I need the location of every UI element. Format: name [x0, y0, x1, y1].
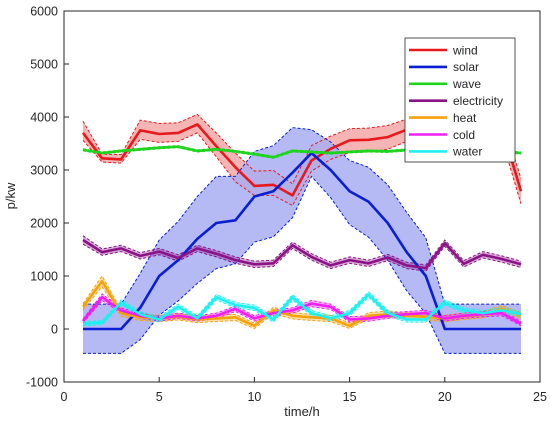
- legend-label-solar: solar: [453, 60, 479, 74]
- solar-line: [83, 151, 521, 331]
- legend-label-electricity: electricity: [453, 94, 503, 108]
- cold-lower-bound: [82, 299, 522, 327]
- plot-frame: [63, 10, 541, 383]
- electricity-band: [83, 235, 521, 272]
- x-axis-ticks: 0 5 10 15 20 25: [61, 377, 547, 404]
- y-tick-label: 1000: [30, 270, 58, 284]
- y-axis-label: p/kw: [3, 182, 18, 209]
- x-tick-label: 20: [438, 390, 452, 404]
- legend-label-heat: heat: [453, 111, 477, 125]
- y-tick-label: -1000: [26, 376, 58, 390]
- water-upper-bound: [82, 291, 522, 323]
- legend-label-cold: cold: [453, 128, 475, 142]
- series-lines: [81, 123, 523, 331]
- y-tick-label: 0: [51, 323, 58, 337]
- legend-label-wave: wave: [452, 77, 481, 91]
- water-line: [82, 293, 522, 325]
- legend: wind solar wave electricity heat cold water: [404, 37, 516, 163]
- electricity-lower-bound: [82, 243, 522, 272]
- x-axis-label: time/h: [284, 404, 319, 419]
- y-tick-label: 5000: [30, 58, 58, 72]
- legend-label-wind: wind: [452, 43, 478, 57]
- x-tick-label: 10: [247, 390, 261, 404]
- y-tick-label: 3000: [30, 164, 58, 178]
- x-tick-label: 5: [156, 390, 163, 404]
- y-tick-label: 2000: [30, 217, 58, 231]
- x-tick-label: 25: [533, 390, 547, 404]
- y-tick-label: 6000: [30, 5, 58, 19]
- electricity-line: [82, 238, 522, 270]
- legend-label-water: water: [452, 145, 482, 159]
- electricity-upper-bound: [82, 235, 522, 266]
- y-axis-ticks: -1000 0 1000 2000 3000 4000 5000 6000: [26, 5, 69, 390]
- y-tick-label: 4000: [30, 111, 58, 125]
- x-tick-label: 15: [343, 390, 357, 404]
- x-tick-label: 0: [61, 390, 68, 404]
- solar-band: [83, 127, 521, 354]
